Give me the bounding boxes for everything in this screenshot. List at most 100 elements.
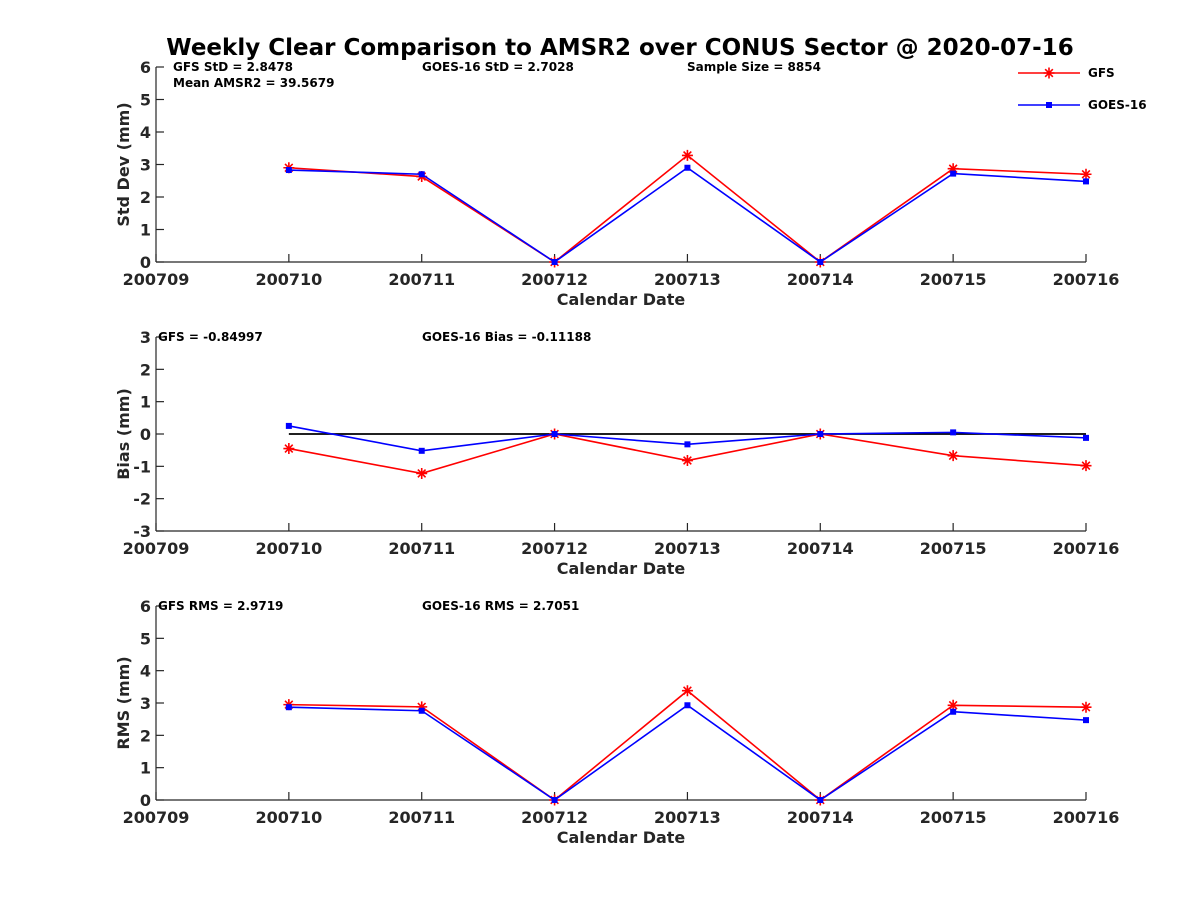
data-point-gfs <box>947 699 959 711</box>
x-tick-label: 200714 <box>787 808 854 827</box>
x-axis-label: Calendar Date <box>557 559 686 578</box>
y-axis-label: RMS (mm) <box>114 656 133 749</box>
data-point-gfs <box>681 149 693 161</box>
data-point-goes-16 <box>551 259 558 265</box>
y-tick-label: -2 <box>133 490 151 509</box>
y-tick-label: 2 <box>140 360 151 379</box>
y-tick-label: 0 <box>140 425 151 444</box>
panel-2: -3 -2 -1 0 1 2 3 200709 200710 200711 200712 200713… <box>114 328 1119 578</box>
data-point-gfs <box>1080 460 1092 472</box>
x-tick-label: 200715 <box>920 539 987 558</box>
series-line-gfs <box>288 154 1087 263</box>
y-tick-label: 1 <box>140 759 151 778</box>
stat-annotation: GOES-16 StD = 2.7028 <box>422 60 574 74</box>
y-tick-label: 6 <box>140 58 151 77</box>
y-tick-label: 0 <box>140 791 151 810</box>
data-point-goes-16 <box>551 797 558 803</box>
x-tick-label: 200709 <box>123 539 190 558</box>
data-point-goes-16 <box>1083 717 1089 724</box>
series-line-goes-16 <box>288 704 1087 801</box>
x-tick-label: 200716 <box>1053 539 1120 558</box>
x-tick-label: 200713 <box>654 539 721 558</box>
stat-annotation: GOES-16 RMS = 2.7051 <box>422 599 579 613</box>
x-tick-label: 200715 <box>920 270 987 289</box>
data-point-gfs <box>283 443 295 455</box>
x-tick-label: 200710 <box>255 539 322 558</box>
y-tick-label: 2 <box>140 726 151 745</box>
y-tick-label: 2 <box>140 188 151 207</box>
data-point-gfs <box>947 450 959 462</box>
series-line-gfs <box>288 433 1087 475</box>
data-point-gfs <box>416 467 428 479</box>
y-axis-label: Bias (mm) <box>114 388 133 480</box>
x-tick-label: 200713 <box>654 270 721 289</box>
chart-title: Weekly Clear Comparison to AMSR2 over CO… <box>166 35 1073 61</box>
x-tick-label: 200709 <box>123 270 190 289</box>
y-tick-label: 0 <box>140 253 151 272</box>
x-tick-label: 200710 <box>255 808 322 827</box>
stat-annotation: GOES-16 Bias = -0.11188 <box>422 330 591 344</box>
data-point-goes-16 <box>285 422 292 429</box>
y-tick-label: 3 <box>140 694 151 713</box>
x-tick-label: 200709 <box>123 808 190 827</box>
y-tick-label: 6 <box>140 597 151 616</box>
data-point-gfs <box>1080 701 1092 713</box>
data-point-goes-16 <box>684 441 691 448</box>
legend-marker-gfs <box>1043 67 1055 79</box>
y-tick-label: -1 <box>133 457 151 476</box>
y-tick-label: 3 <box>140 156 151 175</box>
data-point-goes-16 <box>285 167 292 174</box>
panel-3: 0 1 2 3 4 5 6 200709 200710 200711 200712 200713 200… <box>114 597 1119 847</box>
stat-annotation: GFS RMS = 2.9719 <box>158 599 283 613</box>
y-tick-label: -3 <box>133 522 151 541</box>
data-point-goes-16 <box>418 447 425 454</box>
x-tick-label: 200711 <box>388 270 455 289</box>
x-tick-label: 200712 <box>521 539 588 558</box>
data-point-goes-16 <box>950 708 957 715</box>
stat-annotation: GFS StD = 2.8478 <box>173 60 293 74</box>
data-point-gfs <box>947 163 959 175</box>
y-tick-label: 4 <box>140 123 151 142</box>
x-tick-label: 200712 <box>521 270 588 289</box>
data-point-goes-16 <box>418 171 425 178</box>
data-point-gfs <box>416 701 428 713</box>
series-line-goes-16 <box>288 166 1087 263</box>
data-point-goes-16 <box>817 797 824 803</box>
x-axis-label: Calendar Date <box>557 828 686 847</box>
y-tick-label: 3 <box>140 328 151 347</box>
x-axis-label: Calendar Date <box>557 290 686 309</box>
data-point-goes-16 <box>684 702 691 709</box>
x-tick-label: 200711 <box>388 539 455 558</box>
legend-marker-goes-16 <box>1046 102 1052 108</box>
x-tick-label: 200715 <box>920 808 987 827</box>
x-tick-label: 200716 <box>1053 808 1120 827</box>
stat-annotation: Sample Size = 8854 <box>687 60 821 74</box>
data-point-gfs <box>1080 168 1092 180</box>
data-point-goes-16 <box>418 707 425 714</box>
stat-annotation: Mean AMSR2 = 39.5679 <box>173 76 334 90</box>
data-point-goes-16 <box>551 431 558 437</box>
legend-label: GFS <box>1088 66 1115 80</box>
data-point-goes-16 <box>817 431 824 437</box>
x-tick-label: 200713 <box>654 808 721 827</box>
data-point-gfs <box>681 455 693 467</box>
data-point-goes-16 <box>684 164 691 171</box>
x-tick-label: 200714 <box>787 539 854 558</box>
data-point-goes-16 <box>285 704 292 711</box>
data-point-goes-16 <box>950 170 957 177</box>
y-axis-label: Std Dev (mm) <box>114 102 133 226</box>
y-tick-label: 1 <box>140 393 151 412</box>
x-tick-label: 200714 <box>787 270 854 289</box>
data-point-gfs <box>681 685 693 697</box>
y-tick-label: 5 <box>140 91 151 110</box>
x-tick-label: 200711 <box>388 808 455 827</box>
legend: GFS GOES-16 <box>1018 66 1147 112</box>
y-tick-label: 4 <box>140 662 151 681</box>
data-point-goes-16 <box>1083 178 1089 185</box>
x-tick-label: 200716 <box>1053 270 1120 289</box>
data-point-goes-16 <box>950 429 957 436</box>
panel-1: 0 1 2 3 4 5 6 200709 200710 200711 200712 200713 200… <box>114 58 1119 309</box>
stat-annotation: GFS = -0.84997 <box>158 330 263 344</box>
